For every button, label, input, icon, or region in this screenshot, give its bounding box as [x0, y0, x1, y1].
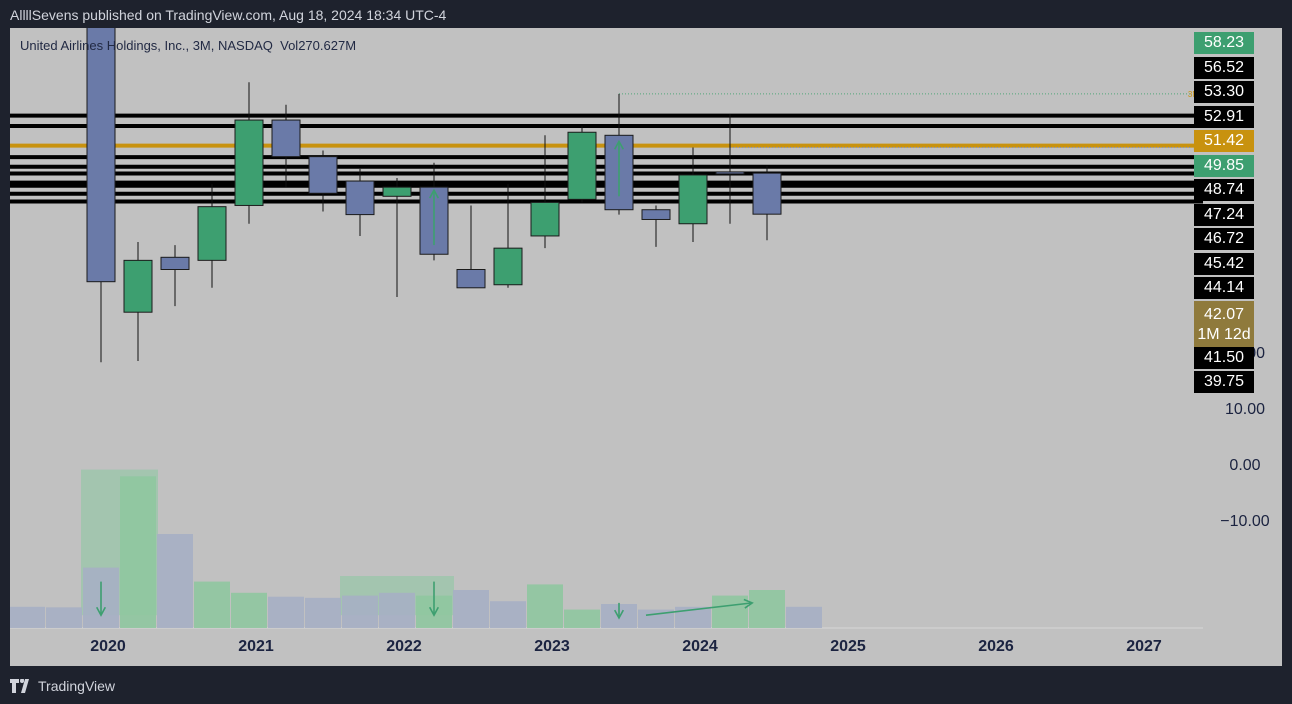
annotation-arrow: [645, 602, 753, 616]
candle-body: [271, 119, 301, 158]
price-tag: 56.52: [1194, 57, 1254, 79]
indicator-bar: [675, 606, 711, 628]
candle-body: [382, 186, 412, 197]
volume-value: 270.627M: [298, 38, 357, 53]
candle-body: [678, 174, 708, 225]
time-axis-label: 2022: [386, 638, 422, 655]
indicator-bar: [490, 601, 526, 628]
indicator-bar: [305, 597, 341, 628]
indicator-bar: [231, 592, 267, 628]
price-tag: 51.42: [1194, 130, 1254, 152]
brand-name: TradingView: [38, 678, 116, 694]
price-tag: 46.72: [1194, 228, 1254, 250]
indicator-bar: [268, 596, 304, 628]
price-tag: 39.75: [1194, 371, 1254, 393]
annotation-arrow-head: [95, 606, 107, 617]
candle-body: [456, 269, 486, 289]
volume-label: Vol: [280, 38, 299, 53]
time-axis-label: 2023: [534, 638, 570, 655]
time-axis-label: 2021: [238, 638, 274, 655]
candle-body: [160, 256, 190, 271]
indicator-bar: [638, 609, 674, 628]
indicator-bar: [453, 590, 489, 628]
candle-body: [123, 259, 153, 313]
price-tag: 49.85: [1194, 155, 1254, 177]
indicator-bar: [749, 590, 785, 628]
annotation-arrow-head: [428, 188, 440, 199]
candle-body: [86, 28, 116, 283]
indicator-bar: [527, 584, 563, 628]
symbol-legend: United Airlines Holdings, Inc., 3M, NASD…: [20, 38, 356, 53]
candle-body: [752, 172, 782, 215]
annotation-arrow-head: [613, 609, 625, 620]
time-axis-label: 2027: [1126, 638, 1162, 655]
price-tag: 47.24: [1194, 204, 1254, 226]
indicator-bar: [120, 476, 156, 628]
candle-body: [308, 156, 338, 194]
indicator-axis-label: 0.00: [1229, 457, 1260, 474]
candle-body: [641, 209, 671, 220]
time-axis-label: 2024: [682, 638, 718, 655]
candle-body: [197, 206, 227, 261]
indicator-bar: [10, 606, 45, 628]
indicator-bar: [379, 592, 415, 628]
indicator-bar: [342, 595, 378, 628]
candle-body: [567, 131, 597, 200]
time-axis-label: 2025: [830, 638, 866, 655]
time-axis-label: 2026: [978, 638, 1014, 655]
annotation-arrow-head: [428, 606, 440, 617]
candlestick-chart[interactable]: 3MD20.0010.000.00−10.0020202021202220232…: [10, 28, 1282, 666]
footer-brand[interactable]: TradingView: [10, 678, 115, 694]
publisher-header: AllllSevens published on TradingView.com…: [10, 7, 447, 23]
price-tag: 42.07 1M 12d: [1194, 301, 1254, 349]
indicator-bar: [564, 609, 600, 628]
tradingview-logo-icon: [10, 679, 32, 693]
indicator-bar: [712, 595, 748, 628]
indicator-bar: [194, 581, 230, 628]
countdown-label: 1M 12d: [1197, 326, 1251, 343]
price-tag: 45.42: [1194, 253, 1254, 275]
price-tag: 44.14: [1194, 277, 1254, 299]
annotation-arrow-head: [613, 139, 625, 150]
time-axis-label: 2020: [90, 638, 126, 655]
annotation-arrow-head: [743, 598, 754, 609]
candle-body: [715, 171, 745, 175]
indicator-bar: [157, 534, 193, 628]
candle-body: [234, 119, 264, 206]
indicator-bar: [46, 607, 82, 628]
indicator-bar: [786, 606, 822, 628]
indicator-axis-label: −10.00: [1220, 513, 1269, 530]
price-tag: 41.50: [1194, 347, 1254, 369]
candle-body: [530, 201, 560, 237]
candle-body: [345, 180, 375, 216]
indicator-axis-label: 10.00: [1225, 401, 1265, 418]
symbol-line: United Airlines Holdings, Inc., 3M, NASD…: [20, 38, 273, 53]
level-label: 3M: [1188, 90, 1199, 99]
price-tag: 53.30: [1194, 81, 1254, 103]
price-tag: 58.23: [1194, 32, 1254, 54]
price-tag: 48.74: [1194, 179, 1254, 201]
price-tag: 52.91: [1194, 106, 1254, 128]
candle-body: [493, 247, 523, 286]
chart-area[interactable]: 3MD20.0010.000.00−10.0020202021202220232…: [10, 28, 1282, 666]
